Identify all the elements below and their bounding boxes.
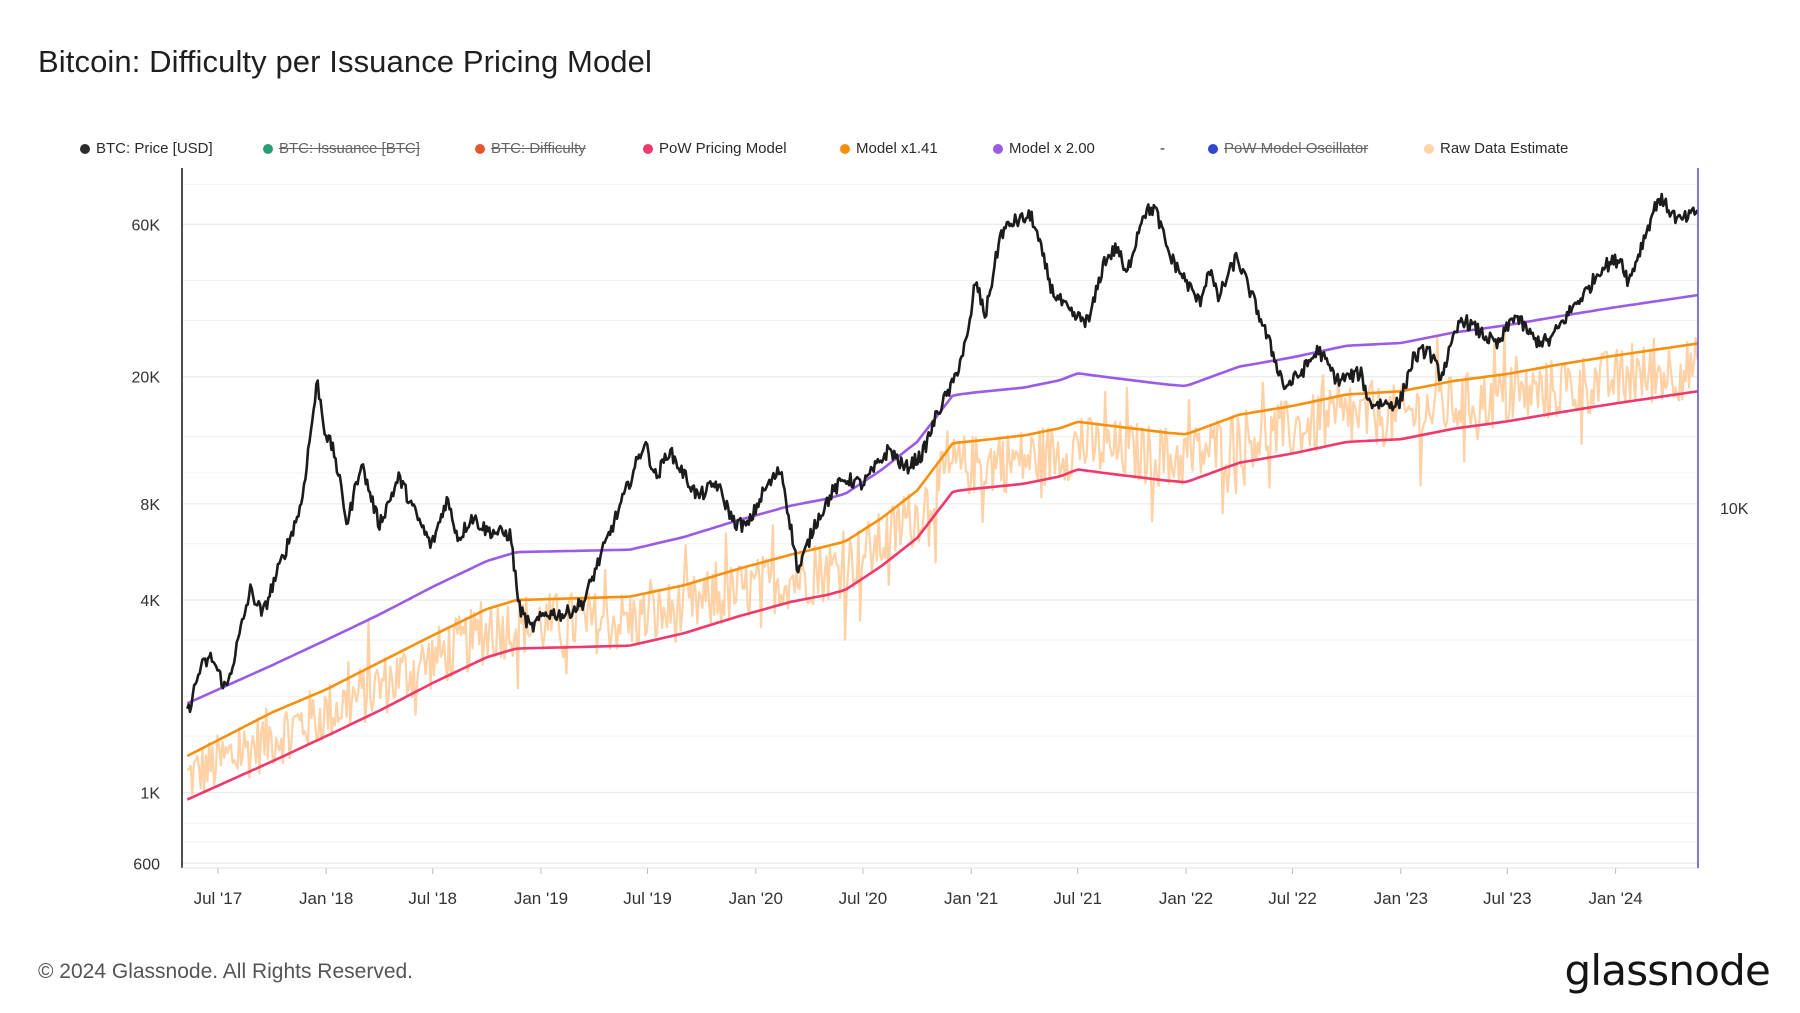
- legend-item[interactable]: PoW Model Oscillator: [1208, 140, 1368, 157]
- legend-item[interactable]: BTC: Price [USD]: [80, 140, 213, 157]
- x-tick-label: Jul '22: [1268, 889, 1317, 908]
- legend-label: Model x 2.00: [1009, 140, 1095, 157]
- legend-dot-icon: [993, 143, 1003, 154]
- model-x2-00-line: [186, 293, 1698, 705]
- copyright-notice: © 2024 Glassnode. All Rights Reserved.: [38, 960, 414, 983]
- model-lines: [186, 192, 1699, 801]
- legend-item[interactable]: -: [1160, 140, 1165, 157]
- legend-item[interactable]: Model x 2.00: [993, 140, 1095, 157]
- gridlines: [182, 183, 1698, 864]
- legend-label: BTC: Price [USD]: [96, 140, 213, 157]
- legend-dot-icon: [643, 143, 653, 154]
- x-tick-label: Jul '20: [839, 889, 888, 908]
- legend-label: BTC: Difficulty: [491, 140, 586, 157]
- y-tick-label: 60K: [132, 217, 161, 234]
- legend-item[interactable]: BTC: Issuance [BTC]: [263, 140, 420, 157]
- x-tick-label: Jan '23: [1374, 889, 1428, 908]
- legend-item[interactable]: Model x1.41: [840, 140, 938, 157]
- legend-label: PoW Pricing Model: [659, 140, 787, 157]
- legend-dot-icon: [475, 143, 485, 154]
- y-tick-label: 4K: [140, 593, 160, 610]
- axes: 600 1K 4K 8K 20K 60K 10K Jul '17 Jan '18 Jul '18 J…: [132, 168, 1749, 908]
- x-tick-label: Jan '19: [514, 889, 568, 908]
- x-tick-label: Jan '24: [1588, 889, 1642, 908]
- x-tick-label: Jan '18: [299, 889, 353, 908]
- legend-dot-icon: [1208, 143, 1218, 154]
- legend-dot-icon: [263, 143, 273, 154]
- legend-label: BTC: Issuance [BTC]: [279, 140, 420, 157]
- y-right-tick-label: 10K: [1720, 501, 1749, 518]
- legend-item[interactable]: Raw Data Estimate: [1424, 140, 1568, 157]
- x-tick-label: Jan '21: [944, 889, 998, 908]
- x-tick-label: Jul '19: [623, 889, 672, 908]
- x-tick-label: Jul '21: [1053, 889, 1102, 908]
- x-tick-label: Jan '22: [1159, 889, 1213, 908]
- chart-title: Bitcoin: Difficulty per Issuance Pricing…: [38, 44, 652, 79]
- legend-dot-icon: [1424, 143, 1434, 154]
- y-tick-label: 1K: [140, 785, 160, 802]
- raw-data-estimate-line: [187, 331, 1699, 796]
- legend-label: -: [1160, 140, 1165, 157]
- chart-legend: BTC: Price [USD] BTC: Issuance [BTC] BTC: …: [80, 140, 1580, 162]
- x-tick-label: Jul '17: [194, 889, 243, 908]
- model-x1-41-line: [186, 342, 1698, 758]
- btc-price-line: [186, 192, 1699, 714]
- pow-pricing-model-line: [186, 390, 1698, 801]
- y-tick-label: 600: [133, 856, 160, 873]
- legend-label: Raw Data Estimate: [1440, 140, 1569, 157]
- legend-dot-icon: [840, 143, 850, 154]
- legend-label: PoW Model Oscillator: [1224, 140, 1369, 157]
- raw-data-estimate-series: [187, 331, 1699, 796]
- legend-dot-icon: [80, 143, 90, 154]
- legend-item[interactable]: PoW Pricing Model: [643, 140, 787, 157]
- y-tick-label: 8K: [140, 497, 160, 514]
- x-tick-label: Jul '23: [1483, 889, 1532, 908]
- x-tick-label: Jul '18: [408, 889, 457, 908]
- x-tick-label: Jan '20: [729, 889, 783, 908]
- y-tick-label: 20K: [132, 370, 161, 387]
- legend-item[interactable]: BTC: Difficulty: [475, 140, 586, 157]
- glassnode-logo: glassnode: [1564, 946, 1771, 995]
- legend-label: Model x1.41: [856, 140, 938, 157]
